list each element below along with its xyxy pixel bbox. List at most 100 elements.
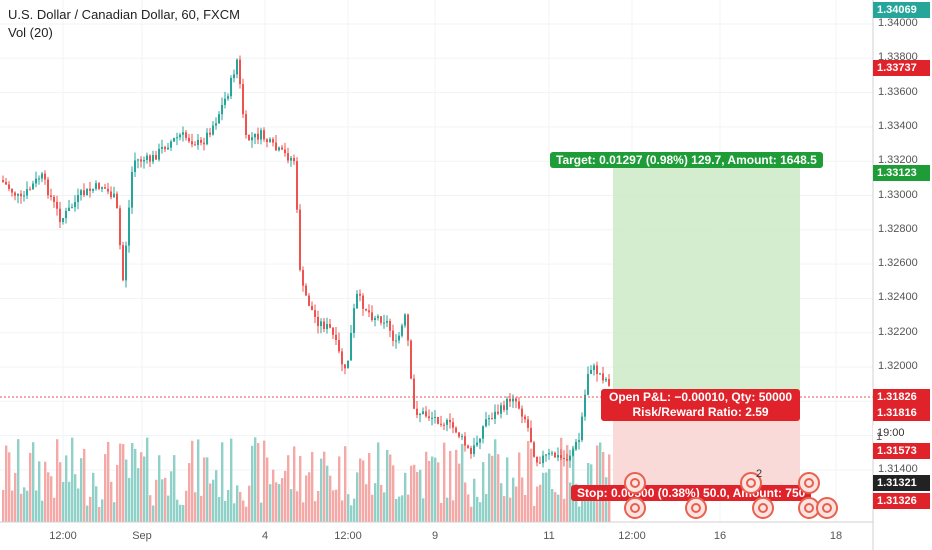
volume-bar bbox=[182, 504, 185, 522]
volume-bar bbox=[245, 506, 248, 522]
volume-bar bbox=[371, 494, 374, 522]
candle-body bbox=[158, 148, 160, 160]
volume-study-label[interactable]: Vol (20) bbox=[8, 25, 53, 40]
candle-body bbox=[260, 130, 262, 140]
candle-body bbox=[584, 394, 586, 417]
price-axis-label: 1.32400 bbox=[878, 291, 918, 304]
volume-bar bbox=[446, 497, 449, 522]
open-pnl-label[interactable]: Open P&L: −0.00010, Qty: 50000 Risk/Rewa… bbox=[601, 389, 801, 421]
volume-bar bbox=[26, 490, 29, 522]
volume-bar bbox=[584, 493, 587, 522]
volume-bar bbox=[479, 502, 482, 522]
candle-body bbox=[503, 405, 505, 410]
candle-body bbox=[485, 419, 487, 427]
candle-body bbox=[608, 378, 610, 386]
volume-bar bbox=[113, 502, 116, 522]
volume-bar bbox=[293, 446, 296, 522]
volume-bar bbox=[332, 490, 335, 522]
time-axis-label: 12:00 bbox=[334, 530, 362, 542]
volume-bar bbox=[185, 490, 188, 522]
volume-bar bbox=[506, 457, 509, 522]
volume-bar bbox=[419, 469, 422, 522]
candle-body bbox=[419, 414, 421, 416]
candle-body bbox=[23, 195, 25, 197]
candle-body bbox=[248, 135, 250, 141]
economic-event-icon[interactable] bbox=[740, 472, 762, 494]
economic-event-icon[interactable] bbox=[685, 497, 707, 519]
volume-bar bbox=[95, 486, 98, 522]
candle-body bbox=[308, 295, 310, 306]
candle-body bbox=[8, 184, 10, 189]
volume-bar bbox=[218, 497, 221, 522]
economic-event-icon[interactable] bbox=[816, 497, 838, 519]
candle-body bbox=[236, 59, 238, 75]
candle-body bbox=[395, 340, 397, 342]
candle-body bbox=[215, 123, 217, 126]
candle-body bbox=[299, 209, 301, 270]
badge-countdown: 19:00 bbox=[873, 425, 930, 441]
candle-body bbox=[452, 422, 454, 428]
candle-body bbox=[359, 293, 361, 296]
candle-body bbox=[110, 191, 112, 198]
event-count-badge: 2 bbox=[756, 468, 763, 480]
volume-bar bbox=[308, 472, 311, 522]
candle-body bbox=[98, 183, 100, 189]
volume-bar bbox=[599, 442, 602, 522]
volume-bar bbox=[98, 506, 101, 522]
candle-body bbox=[554, 452, 556, 458]
candle-body bbox=[470, 447, 472, 454]
badge-last: 1.31573 bbox=[873, 443, 930, 459]
candle-body bbox=[41, 173, 43, 179]
economic-event-icon[interactable] bbox=[624, 497, 646, 519]
candle-body bbox=[335, 334, 337, 341]
candle-body bbox=[326, 324, 328, 330]
volume-bar bbox=[362, 460, 365, 522]
volume-bar bbox=[317, 490, 320, 522]
volume-bar bbox=[17, 439, 20, 522]
economic-event-icon[interactable] bbox=[624, 472, 646, 494]
volume-bar bbox=[569, 482, 572, 522]
volume-bar bbox=[242, 500, 245, 522]
candle-body bbox=[476, 442, 478, 446]
volume-bar bbox=[194, 492, 197, 522]
volume-bar bbox=[119, 443, 122, 522]
candlesticks bbox=[2, 55, 610, 468]
economic-event-icon[interactable] bbox=[798, 472, 820, 494]
badge-entry: 1.31816 bbox=[873, 405, 930, 421]
volume-bar bbox=[176, 499, 179, 522]
candle-body bbox=[152, 155, 154, 162]
candle-body bbox=[545, 454, 547, 456]
candle-body bbox=[467, 445, 469, 448]
volume-bar bbox=[206, 457, 209, 522]
economic-event-icon[interactable] bbox=[752, 497, 774, 519]
volume-bar bbox=[533, 505, 536, 522]
price-axis-label: 1.33000 bbox=[878, 188, 918, 201]
candle-body bbox=[125, 245, 127, 281]
volume-bar bbox=[377, 442, 380, 522]
symbol-title[interactable]: U.S. Dollar / Canadian Dollar, 60, FXCM bbox=[8, 7, 240, 22]
candle-body bbox=[389, 320, 391, 331]
volume-bar bbox=[491, 455, 494, 522]
volume-bar bbox=[275, 482, 278, 522]
candle-body bbox=[398, 335, 400, 341]
candle-body bbox=[464, 436, 466, 446]
candle-body bbox=[569, 455, 571, 461]
volume-bar bbox=[68, 481, 71, 522]
candle-body bbox=[239, 59, 241, 85]
candle-body bbox=[488, 418, 490, 420]
candle-body bbox=[197, 139, 199, 146]
candle-body bbox=[5, 181, 7, 185]
volume-bar bbox=[50, 476, 53, 522]
candle-body bbox=[323, 321, 325, 330]
volume-bar bbox=[542, 472, 545, 522]
time-axis-label: 12:00 bbox=[49, 530, 77, 542]
volume-bar bbox=[344, 446, 347, 522]
volume-bar bbox=[518, 452, 521, 522]
volume-bar bbox=[74, 474, 77, 522]
volume-bar bbox=[149, 495, 152, 522]
price-axis-label: 1.31400 bbox=[878, 462, 918, 475]
target-label[interactable]: Target: 0.01297 (0.98%) 129.7, Amount: 1… bbox=[550, 152, 823, 168]
candle-body bbox=[479, 438, 481, 443]
candle-body bbox=[407, 314, 409, 341]
